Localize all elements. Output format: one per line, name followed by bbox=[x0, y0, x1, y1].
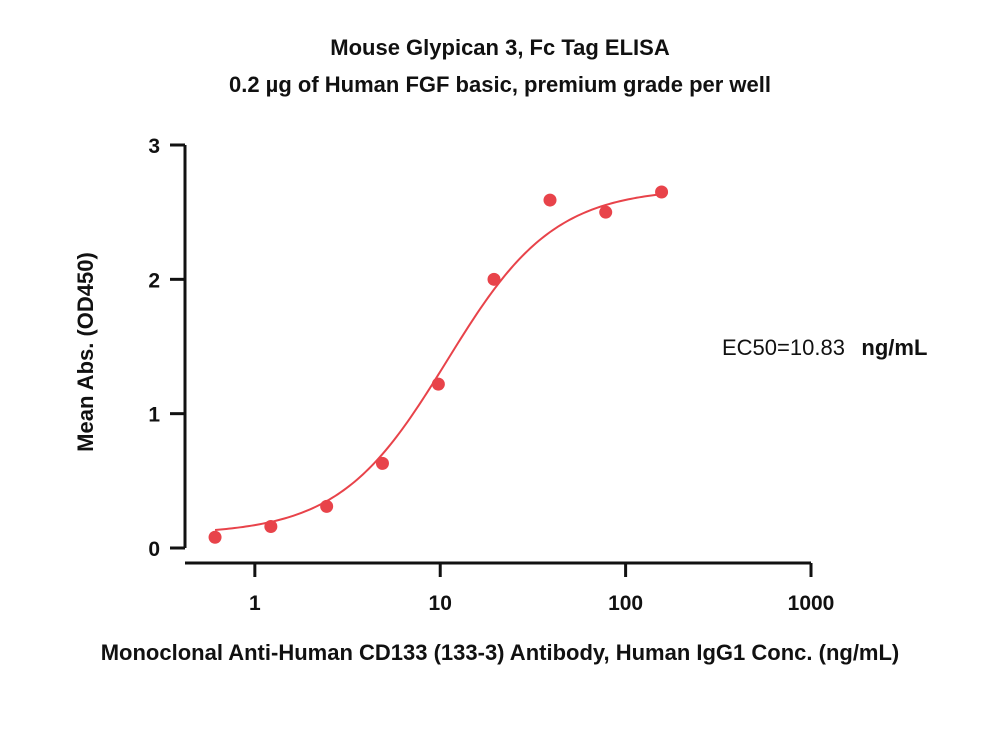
ec50-unit: ng/mL bbox=[861, 335, 927, 360]
y-tick-label: 0 bbox=[148, 538, 160, 561]
ec50-annotation: EC50=10.83 ng/mL bbox=[722, 335, 927, 360]
fit-curve-layer bbox=[214, 193, 662, 531]
data-point bbox=[543, 193, 557, 207]
data-point bbox=[487, 272, 501, 286]
y-tick-label: 1 bbox=[148, 404, 160, 427]
x-tick-label: 10 bbox=[429, 592, 452, 615]
data-point bbox=[264, 520, 278, 534]
data-point bbox=[320, 499, 334, 513]
data-point bbox=[599, 205, 613, 219]
x-tick-label: 1 bbox=[249, 592, 261, 615]
ticks: 0 1 2 3 1 10 100 1000 bbox=[148, 135, 834, 615]
x-axis-title: Monoclonal Anti-Human CD133 (133-3) Anti… bbox=[101, 640, 900, 665]
chart-title: Mouse Glypican 3, Fc Tag ELISA bbox=[330, 35, 670, 60]
y-tick-label: 2 bbox=[148, 269, 160, 292]
data-point bbox=[431, 377, 445, 391]
fit-curve bbox=[214, 193, 662, 531]
x-tick-label: 100 bbox=[608, 592, 643, 615]
chart-subtitle: 0.2 µg of Human FGF basic, premium grade… bbox=[229, 72, 771, 97]
data-point bbox=[655, 185, 669, 199]
data-point bbox=[208, 530, 222, 544]
y-axis-title: Mean Abs. (OD450) bbox=[73, 252, 98, 452]
data-point bbox=[375, 456, 389, 470]
data-points-layer bbox=[208, 185, 669, 544]
y-tick-label: 3 bbox=[148, 135, 160, 158]
ec50-value: EC50=10.83 bbox=[722, 335, 845, 360]
axes bbox=[183, 145, 811, 565]
x-tick-label: 1000 bbox=[788, 592, 835, 615]
